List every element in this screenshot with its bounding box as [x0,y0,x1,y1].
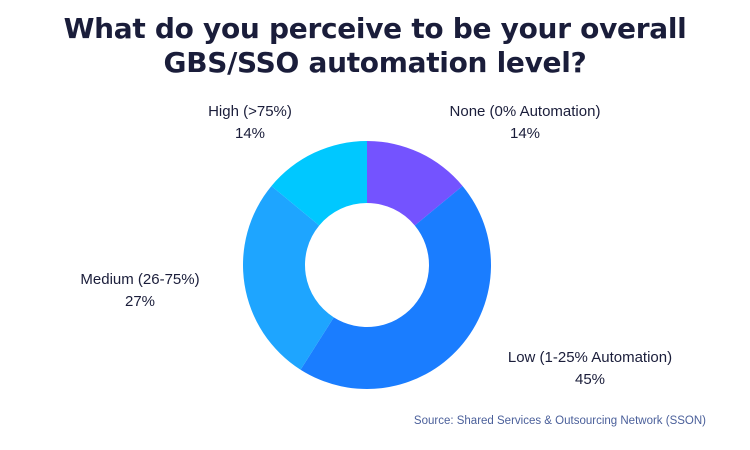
slice-none [367,141,463,226]
slice-low [300,185,491,389]
chart-title-line-2: GBS/SSO automation level? [163,46,587,79]
slice-category-low: Low (1-25% Automation) [507,349,673,366]
chart-title-line-1: What do you perceive to be your overall [63,12,687,45]
slice-category-high: High (>75%) [208,103,292,120]
slice-value-none: 14% [509,125,541,142]
slice-medium [242,185,334,370]
slice-label-high: High (>75%) 14% [180,101,320,145]
source-note: Source: Shared Services & Outsourcing Ne… [413,415,706,427]
slice-label-medium: Medium (26-75%) 27% [50,269,230,313]
slice-value-medium: 27% [124,293,156,310]
slice-category-medium: Medium (26-75%) [80,271,200,288]
slice-category-none: None (0% Automation) [449,103,601,120]
slice-high [271,141,367,226]
slice-label-low: Low (1-25% Automation) 45% [460,347,720,391]
chart-title: What do you perceive to be your overall … [0,12,750,80]
slice-label-none: None (0% Automation) 14% [400,101,650,145]
slice-value-high: 14% [234,125,266,142]
slice-value-low: 45% [574,371,606,388]
